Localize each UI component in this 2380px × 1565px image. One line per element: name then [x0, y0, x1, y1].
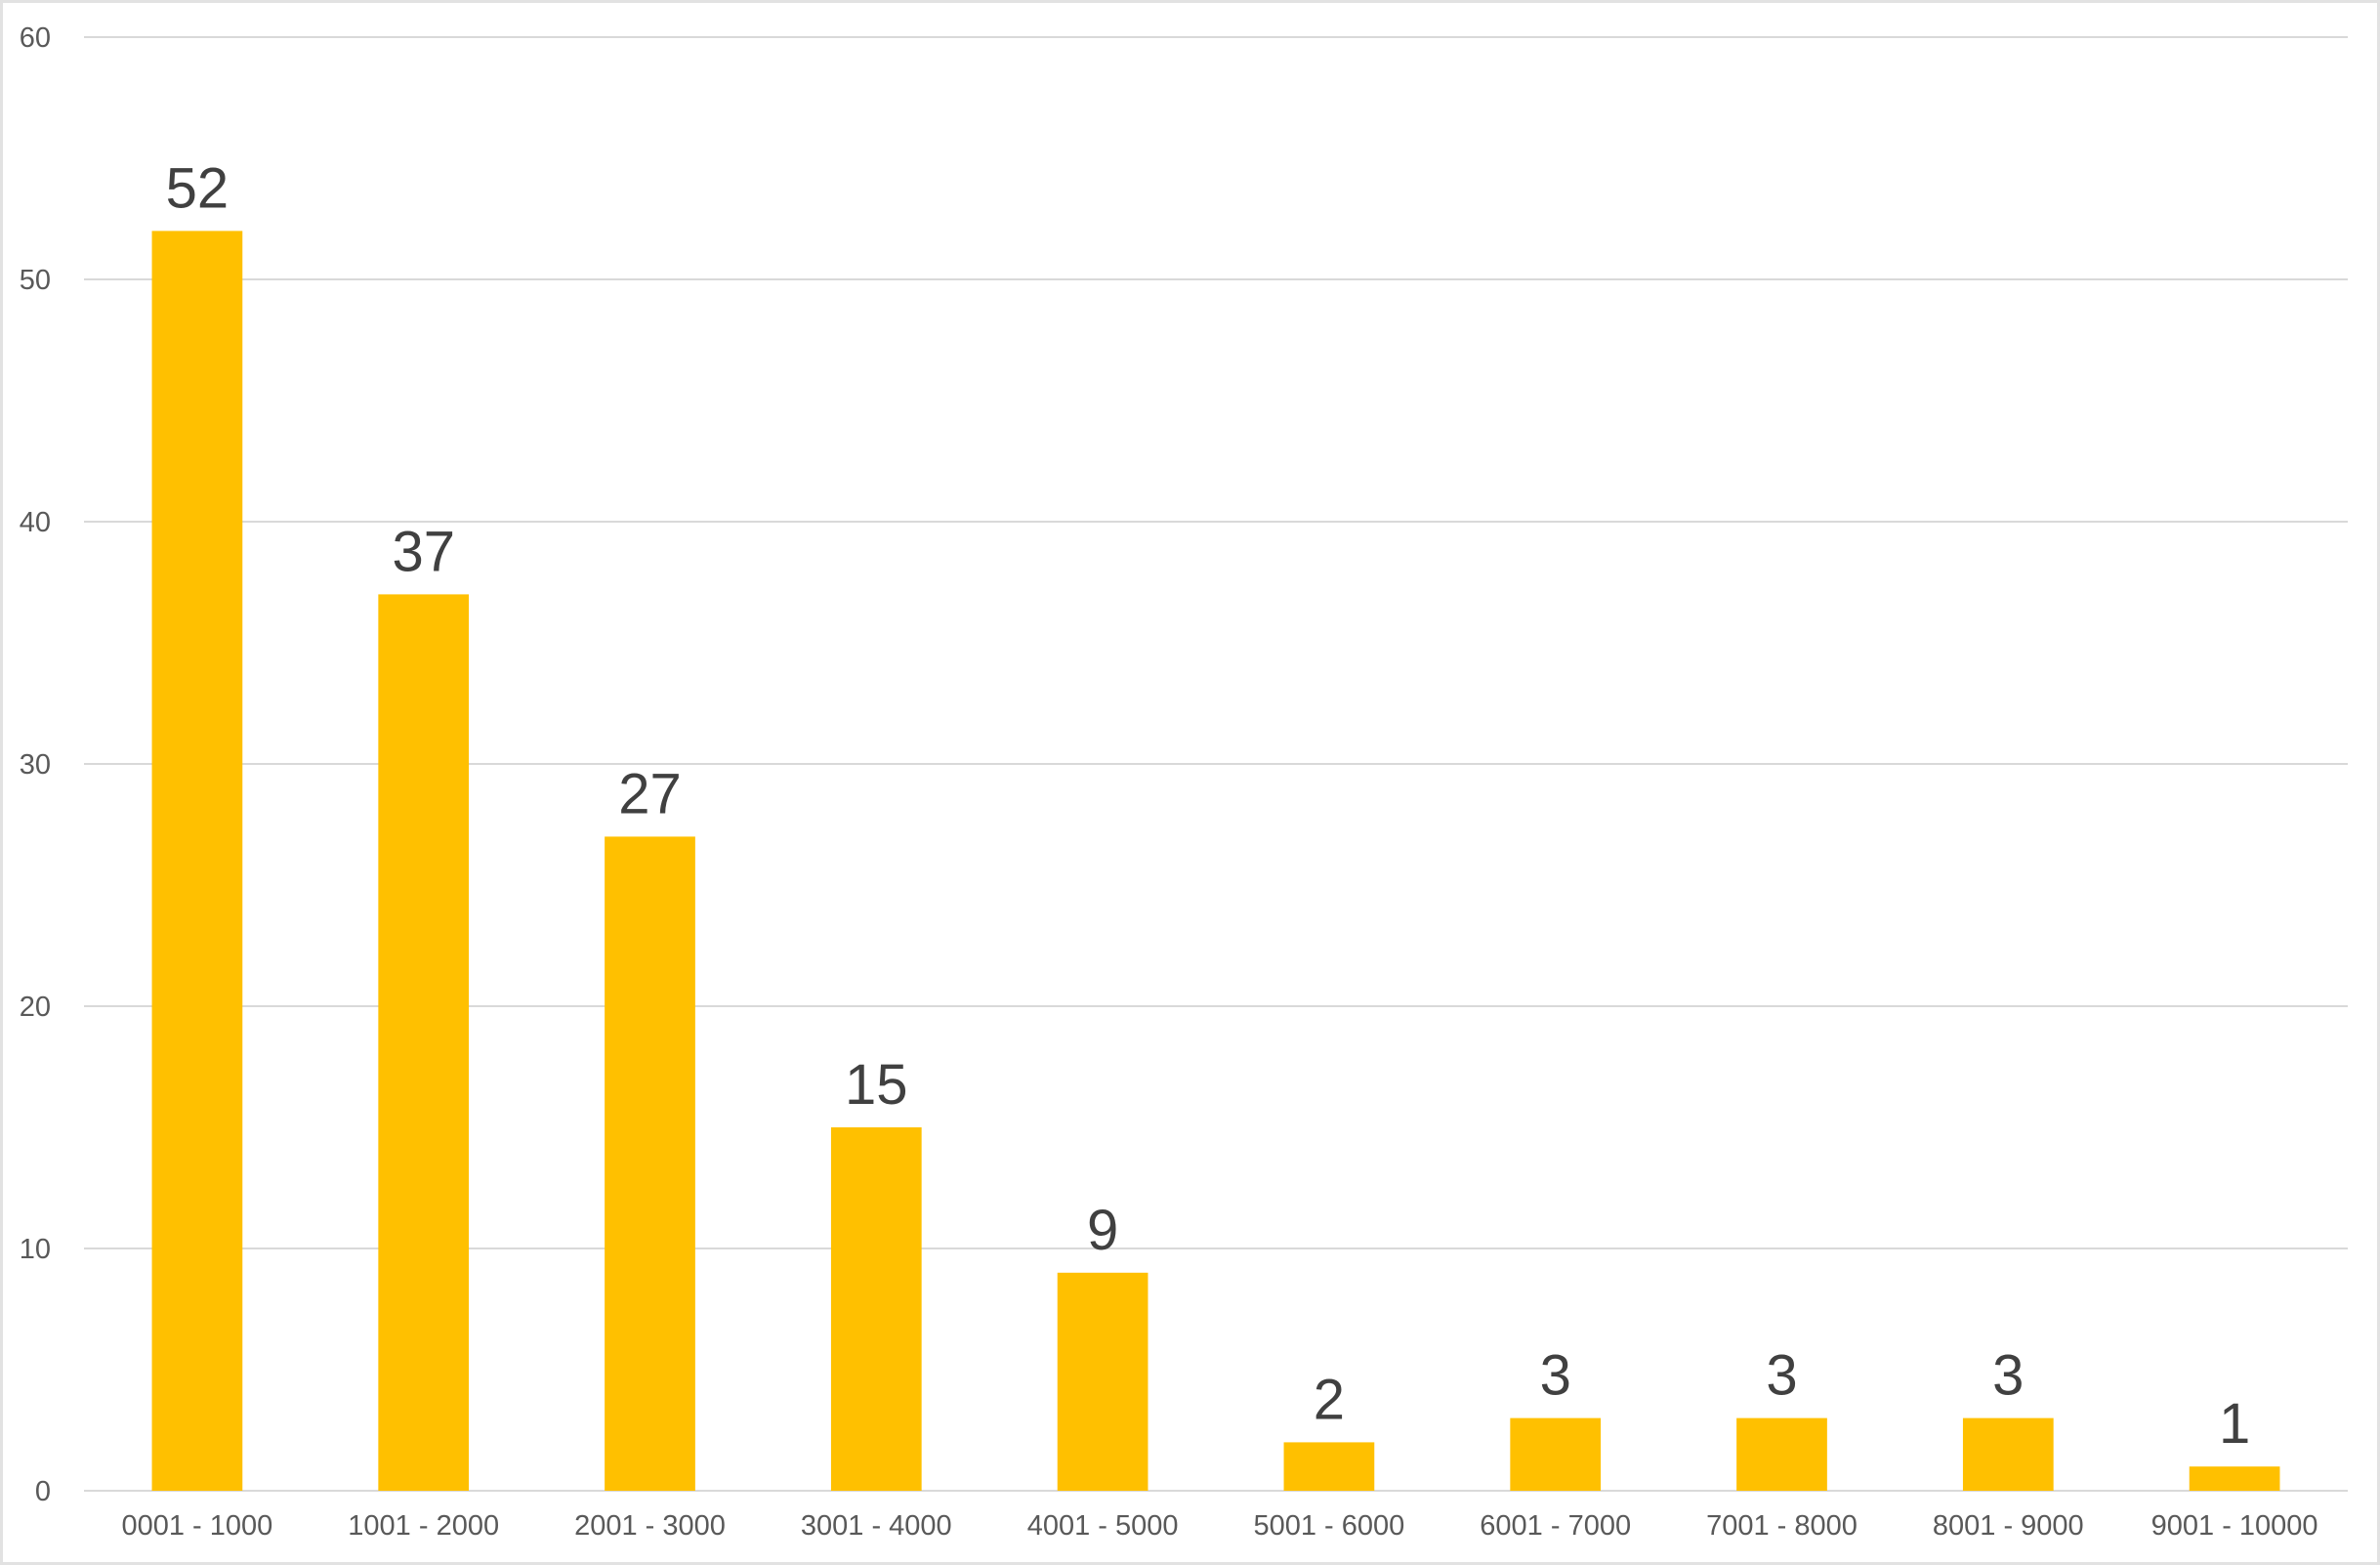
- y-tick-label: 50: [20, 265, 51, 296]
- x-tick-label: 4001 - 5000: [1027, 1510, 1179, 1542]
- data-label: 52: [166, 156, 230, 220]
- bar-7: [1510, 1417, 1602, 1491]
- y-tick-label: 60: [20, 22, 51, 54]
- bar-10: [2189, 1466, 2280, 1491]
- x-tick-label: 9001 - 10000: [2151, 1510, 2318, 1542]
- bar-8: [1736, 1417, 1827, 1491]
- bar-4: [830, 1127, 922, 1491]
- y-axis-ticks: 0 10 20 30 40 50 60: [20, 22, 51, 1507]
- bars: [151, 231, 2280, 1491]
- data-label: 3: [1766, 1344, 1797, 1408]
- data-label: 3: [1992, 1344, 2024, 1408]
- x-tick-label: 8001 - 9000: [1933, 1510, 2084, 1542]
- x-tick-label: 6001 - 7000: [1480, 1510, 1631, 1542]
- data-label: 37: [392, 520, 455, 583]
- data-label: 27: [618, 762, 682, 825]
- data-label: 9: [1087, 1199, 1118, 1262]
- x-tick-label: 3001 - 4000: [801, 1510, 952, 1542]
- x-tick-label: 0001 - 1000: [121, 1510, 272, 1542]
- y-tick-label: 0: [35, 1476, 51, 1507]
- x-axis-ticks: 0001 - 1000 1001 - 2000 2001 - 3000 3001 - …: [121, 1510, 2317, 1542]
- bar-5: [1057, 1272, 1148, 1491]
- data-label: 1: [2219, 1392, 2250, 1456]
- bar-2: [378, 594, 470, 1491]
- bar-9: [1962, 1417, 2054, 1491]
- y-tick-label: 10: [20, 1234, 51, 1265]
- x-tick-label: 7001 - 8000: [1706, 1510, 1858, 1542]
- y-tick-label: 20: [20, 992, 51, 1023]
- y-tick-label: 40: [20, 507, 51, 538]
- bar-6: [1283, 1442, 1375, 1491]
- data-label: 15: [845, 1053, 908, 1117]
- x-tick-label: 5001 - 6000: [1253, 1510, 1404, 1542]
- x-tick-label: 1001 - 2000: [348, 1510, 499, 1542]
- x-tick-label: 2001 - 3000: [574, 1510, 726, 1542]
- bar-1: [151, 231, 243, 1491]
- data-labels: 52 37 27 15 9 2 3 3 3 1: [166, 156, 2251, 1456]
- data-label: 3: [1540, 1344, 1571, 1408]
- data-label: 2: [1314, 1368, 1345, 1431]
- bar-3: [605, 836, 695, 1491]
- y-tick-label: 30: [20, 749, 51, 781]
